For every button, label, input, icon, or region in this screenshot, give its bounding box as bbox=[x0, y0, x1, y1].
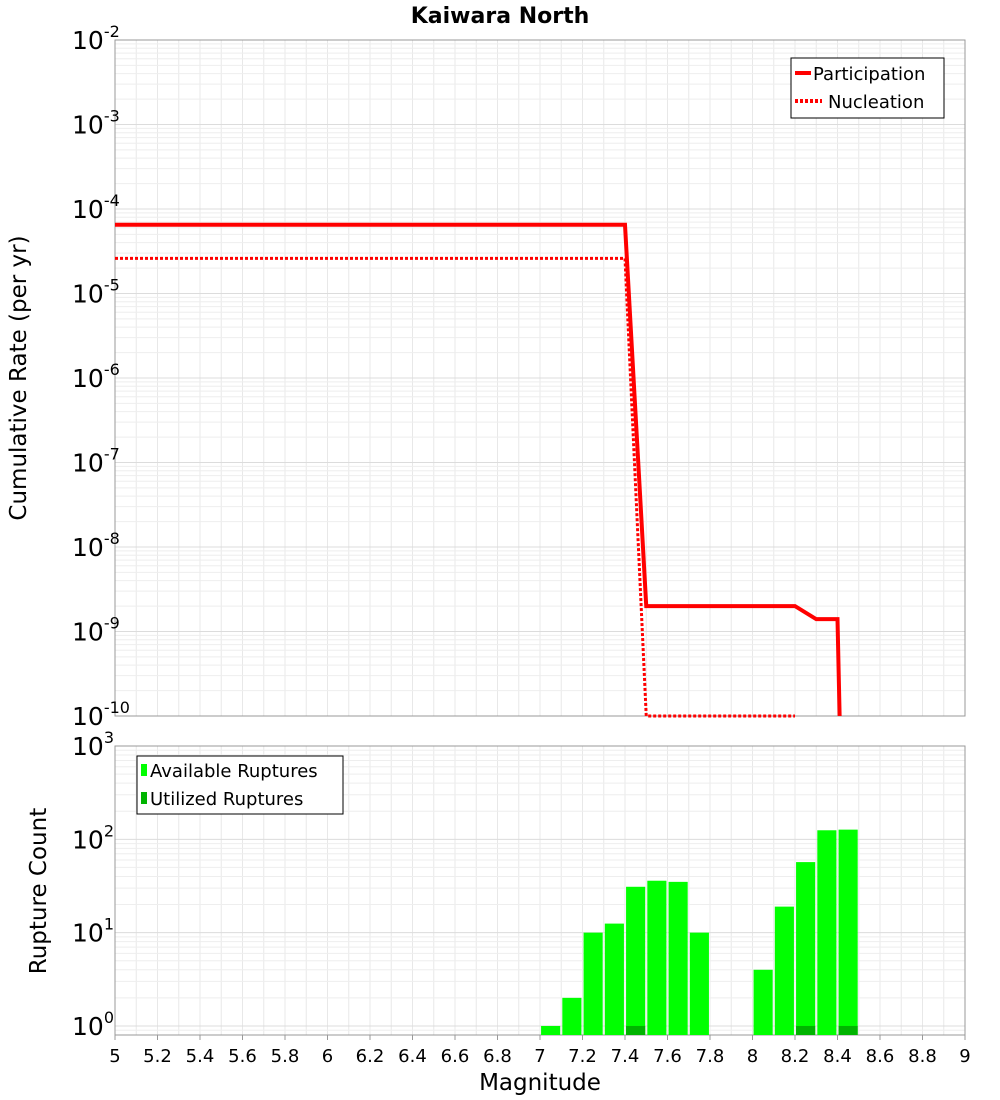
x-axis-ticks: 5 5.2 5.4 5.6 5.8 6 6.2 6.4 6.6 6.8 7 7.2 7.4 7.6 7.8 8… bbox=[109, 1035, 971, 1067]
legend-available-swatch bbox=[141, 764, 147, 776]
top-y-tick-label: 10-6 bbox=[72, 360, 120, 393]
legend-utilized-label: Utilized Ruptures bbox=[150, 789, 303, 810]
available-rupture-bar bbox=[626, 886, 646, 1035]
available-rupture-bar bbox=[774, 906, 794, 1035]
bottom-y-tick-label: 100 bbox=[72, 1008, 114, 1041]
available-rupture-bar bbox=[562, 997, 582, 1035]
top-y-axis-ticks: 10-10 10-9 10-8 10-7 10-6 10-5 10-4 10-3 10-2 bbox=[72, 22, 130, 731]
available-rupture-bar bbox=[541, 1025, 561, 1035]
utilized-rupture-bar bbox=[838, 1025, 858, 1035]
top-plot-series bbox=[115, 222, 842, 718]
legend-available-label: Available Ruptures bbox=[150, 761, 318, 782]
top-y-tick-label: 10-2 bbox=[72, 22, 120, 55]
legend-utilized-swatch bbox=[141, 792, 147, 804]
available-rupture-bar bbox=[689, 932, 709, 1035]
x-axis-label: Magnitude bbox=[479, 1070, 601, 1096]
x-tick-label: 7.8 bbox=[696, 1046, 725, 1067]
x-tick-label: 5.2 bbox=[143, 1046, 172, 1067]
x-tick-label: 8.4 bbox=[823, 1046, 852, 1067]
bottom-y-tick-label: 103 bbox=[72, 728, 114, 761]
available-rupture-bar bbox=[753, 969, 773, 1035]
x-tick-label: 5.6 bbox=[228, 1046, 257, 1067]
x-tick-label: 8.8 bbox=[908, 1046, 937, 1067]
x-tick-label: 7 bbox=[534, 1046, 545, 1067]
x-tick-label: 7.4 bbox=[611, 1046, 640, 1067]
x-tick-label: 6.6 bbox=[441, 1046, 470, 1067]
available-rupture-bar bbox=[838, 829, 858, 1035]
x-tick-label: 6 bbox=[322, 1046, 333, 1067]
x-tick-label: 8.6 bbox=[866, 1046, 895, 1067]
x-tick-label: 9 bbox=[959, 1046, 970, 1067]
bottom-plot-bars bbox=[541, 829, 858, 1035]
top-y-axis-label: Cumulative Rate (per yr) bbox=[6, 235, 32, 520]
bottom-y-tick-label: 102 bbox=[72, 821, 114, 854]
top-y-tick-label: 10-4 bbox=[72, 191, 120, 224]
available-rupture-bar bbox=[817, 830, 837, 1035]
top-y-tick-label: 10-3 bbox=[72, 107, 120, 140]
top-y-tick-label: 10-7 bbox=[72, 445, 120, 478]
utilized-rupture-bar bbox=[796, 1025, 816, 1035]
utilized-rupture-bar bbox=[626, 1025, 646, 1035]
bottom-y-axis-label: Rupture Count bbox=[26, 808, 52, 974]
top-legend-box bbox=[790, 57, 945, 119]
series-line-participation bbox=[115, 222, 842, 717]
series-line-nucleation bbox=[115, 256, 795, 718]
top-legend: Participation Nucleation bbox=[790, 57, 945, 119]
x-tick-label: 7.2 bbox=[568, 1046, 597, 1067]
x-tick-label: 6.2 bbox=[356, 1046, 385, 1067]
available-rupture-bar bbox=[647, 880, 667, 1035]
x-tick-label: 6.4 bbox=[398, 1046, 427, 1067]
available-rupture-bar bbox=[604, 923, 624, 1035]
legend-nucleation-label: Nucleation bbox=[828, 92, 924, 113]
chart-title: Kaiwara North bbox=[411, 4, 590, 29]
x-tick-label: 6.8 bbox=[483, 1046, 512, 1067]
legend-participation-label: Participation bbox=[813, 64, 925, 85]
bottom-legend: Available Ruptures Utilized Ruptures bbox=[136, 755, 344, 815]
top-plot-area bbox=[114, 39, 966, 717]
bottom-y-axis-ticks: 100 101 102 103 bbox=[72, 728, 114, 1041]
x-tick-label: 5.8 bbox=[271, 1046, 300, 1067]
x-tick-label: 5 bbox=[109, 1046, 120, 1067]
x-tick-label: 7.6 bbox=[653, 1046, 682, 1067]
available-rupture-bar bbox=[583, 932, 603, 1035]
bottom-y-tick-label: 101 bbox=[72, 915, 114, 948]
x-tick-label: 8 bbox=[747, 1046, 758, 1067]
available-rupture-bar bbox=[668, 881, 688, 1035]
top-plot-grid bbox=[114, 40, 966, 717]
x-tick-label: 8.2 bbox=[781, 1046, 810, 1067]
top-y-tick-label: 10-5 bbox=[72, 276, 120, 309]
top-y-tick-label: 10-10 bbox=[72, 698, 130, 731]
x-tick-label: 5.4 bbox=[186, 1046, 215, 1067]
available-rupture-bar bbox=[796, 862, 816, 1035]
bottom-legend-box bbox=[136, 755, 344, 815]
top-y-tick-label: 10-9 bbox=[72, 614, 120, 647]
top-y-tick-label: 10-8 bbox=[72, 529, 120, 562]
